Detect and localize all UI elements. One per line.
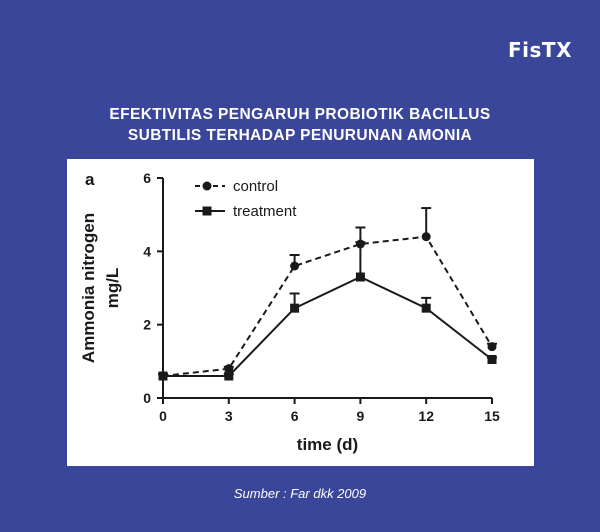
series-line-control	[162, 235, 493, 377]
legend-marker-treatment	[202, 206, 212, 216]
data-point-treatment	[158, 371, 168, 381]
x-tick-label: 3	[225, 408, 233, 424]
y-tick-label: 6	[143, 170, 151, 186]
line-chart: 0 3 6 9 12 15 0 2 4 6 time (d) Ammonia nitrogen mg/L…	[79, 170, 500, 454]
legend-marker-control	[202, 181, 212, 191]
data-point-treatment	[355, 272, 365, 282]
data-point-treatment	[290, 303, 300, 313]
panel-label: a	[85, 170, 95, 189]
page-title-line-1: EFEKTIVITAS PENGARUH PROBIOTIK BACILLUS	[109, 106, 491, 123]
y-axis-label-line-1: Ammonia nitrogen	[79, 213, 98, 363]
x-tick-label: 9	[357, 408, 365, 424]
data-point-treatment	[224, 371, 234, 381]
chart-panel: 0 3 6 9 12 15 0 2 4 6 time (d) Ammonia nitrogen mg/L…	[67, 159, 534, 466]
source-caption: Sumber : Far dkk 2009	[233, 486, 367, 501]
legend-label-treatment: treatment	[233, 203, 297, 220]
x-tick-label: 12	[418, 408, 434, 424]
data-point-control	[224, 364, 234, 374]
data-point-control	[290, 261, 300, 271]
x-axis-label: time (d)	[297, 435, 358, 454]
x-tick-label: 6	[291, 408, 299, 424]
legend-label-control: control	[233, 178, 278, 195]
logo-text: FisTX	[508, 38, 572, 62]
page-title-line-2: SUBTILIS TERHADAP PENURUNAN AMONIA	[127, 127, 473, 144]
y-tick-label: 0	[143, 390, 151, 406]
y-tick-label: 4	[143, 243, 151, 259]
y-axis-label-line-2: mg/L	[103, 268, 122, 309]
fistx-logo: FisTX	[508, 38, 572, 62]
y-tick-label: 2	[143, 317, 151, 333]
series-line-treatment	[163, 275, 493, 377]
data-point-control	[487, 342, 497, 352]
x-tick-label: 0	[159, 408, 167, 424]
x-tick-label: 15	[484, 408, 500, 424]
data-point-treatment	[421, 303, 431, 313]
data-point-treatment	[487, 355, 497, 364]
data-point-control	[421, 232, 431, 242]
